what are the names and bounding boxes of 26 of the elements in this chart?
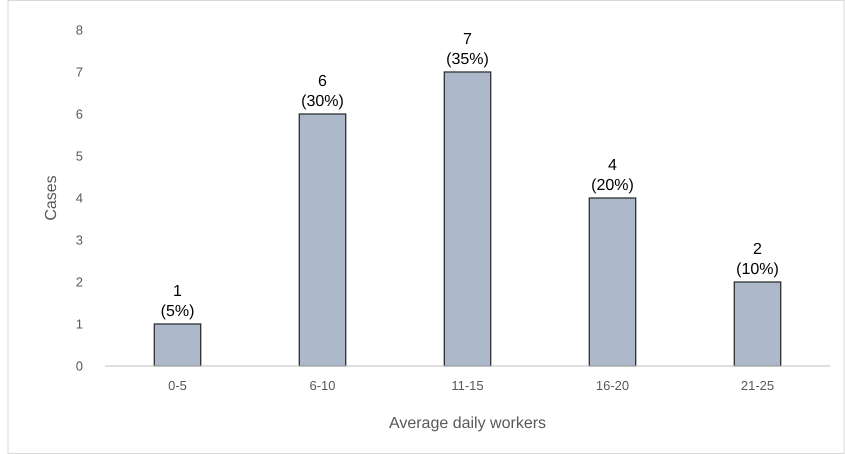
x-axis-title: Average daily workers: [388, 415, 546, 432]
y-tick-label: 1: [76, 316, 83, 332]
x-tick-label: 11-15: [451, 378, 484, 393]
data-label: 1 (5%): [160, 283, 194, 320]
x-tick-label: 0-5: [168, 378, 187, 393]
bar: [734, 281, 782, 367]
y-tick-label: 3: [76, 232, 83, 248]
y-tick-label: 0: [76, 358, 83, 374]
y-tick-label: 8: [76, 22, 83, 38]
bar: [588, 197, 636, 367]
bar: [298, 113, 346, 367]
y-tick-label: 2: [76, 274, 83, 290]
y-tick-label: 7: [76, 64, 83, 80]
data-label: 4 (20%): [591, 157, 634, 194]
data-label: 2 (10%): [736, 241, 779, 278]
data-label: 7 (35%): [446, 31, 489, 68]
x-tick-label: 16-20: [596, 378, 630, 393]
y-tick-label: 4: [76, 190, 83, 206]
x-tick-label: 21-25: [740, 378, 774, 393]
y-tick-label: 6: [76, 106, 83, 122]
y-axis-title: Cases: [43, 175, 60, 221]
bar: [444, 71, 492, 367]
data-label: 6 (30%): [301, 73, 344, 110]
bar: [154, 323, 202, 367]
x-tick-label: 6-10: [309, 378, 336, 393]
y-tick-label: 5: [76, 148, 83, 164]
